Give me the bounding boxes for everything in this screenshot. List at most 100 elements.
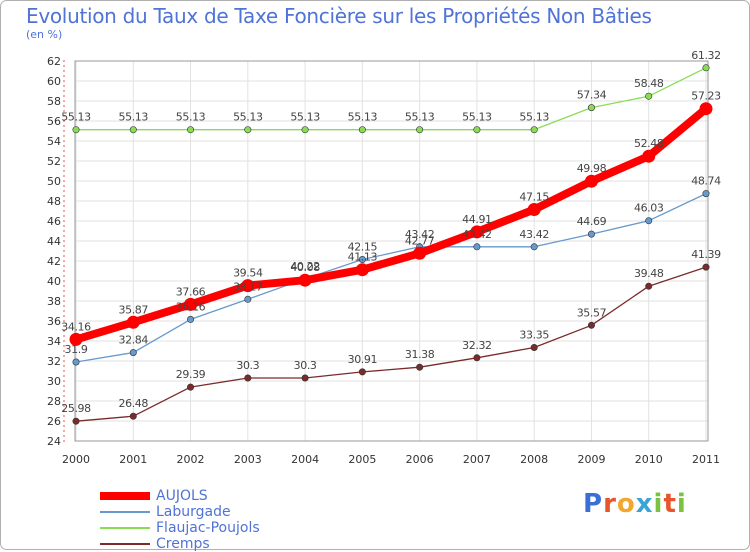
brand-letter: P bbox=[583, 489, 604, 519]
data-label: 31.9 bbox=[65, 343, 88, 356]
data-label: 32.84 bbox=[119, 334, 149, 347]
data-label: 47.15 bbox=[519, 191, 549, 204]
data-label: 48.74 bbox=[691, 175, 721, 188]
series-line bbox=[72, 104, 710, 344]
x-tick-label: 2008 bbox=[520, 453, 548, 466]
x-tick-label: 2000 bbox=[62, 453, 90, 466]
data-label: 43.42 bbox=[405, 228, 435, 241]
data-point bbox=[72, 417, 80, 425]
brand-letter: i bbox=[676, 489, 687, 519]
data-label: 55.13 bbox=[233, 111, 263, 124]
data-label: 34.16 bbox=[61, 320, 91, 333]
data-point bbox=[416, 363, 424, 371]
legend-label: Cremps bbox=[156, 536, 210, 552]
legend-label: AUJOLS bbox=[156, 488, 208, 504]
data-point bbox=[187, 126, 195, 134]
data-point bbox=[129, 349, 137, 357]
data-label: 55.13 bbox=[462, 111, 492, 124]
x-tick-label: 2005 bbox=[348, 453, 376, 466]
x-tick-label: 2010 bbox=[635, 453, 663, 466]
data-label: 55.13 bbox=[519, 111, 549, 124]
data-point bbox=[244, 374, 252, 382]
data-label: 55.13 bbox=[61, 111, 91, 124]
x-tick-label: 2004 bbox=[291, 453, 319, 466]
data-label: 35.57 bbox=[577, 306, 607, 319]
legend-label: Laburgade bbox=[156, 504, 231, 520]
data-label: 58.48 bbox=[634, 77, 664, 90]
y-tick-label: 32 bbox=[47, 355, 61, 368]
data-point bbox=[241, 279, 255, 293]
legend-swatch bbox=[100, 511, 150, 513]
data-label: 57.34 bbox=[577, 89, 607, 102]
y-tick-label: 42 bbox=[47, 255, 61, 268]
data-label: 31.38 bbox=[405, 348, 435, 361]
data-point bbox=[587, 321, 595, 329]
chart-title: Evolution du Taux de Taxe Foncière sur l… bbox=[26, 4, 652, 28]
data-label: 30.91 bbox=[348, 353, 378, 366]
data-label: 32.32 bbox=[462, 339, 492, 352]
x-tick-label: 2006 bbox=[406, 453, 434, 466]
data-label: 42.15 bbox=[348, 241, 378, 254]
y-tick-label: 36 bbox=[47, 315, 61, 328]
legend-item: Flaujac-Poujols bbox=[100, 520, 260, 536]
plot-border bbox=[74, 60, 709, 442]
legend-label: Flaujac-Poujols bbox=[156, 520, 260, 536]
data-point bbox=[129, 126, 137, 134]
y-tick-label: 62 bbox=[47, 55, 61, 68]
data-point bbox=[530, 343, 538, 351]
brand-letter: o bbox=[616, 489, 636, 519]
data-point bbox=[702, 190, 710, 198]
data-point bbox=[69, 332, 83, 346]
data-label: 61.32 bbox=[691, 49, 721, 62]
brand-letter: t bbox=[663, 489, 677, 519]
data-label: 35.87 bbox=[119, 303, 149, 316]
data-label: 42.77 bbox=[405, 234, 435, 247]
data-point bbox=[126, 315, 140, 329]
y-tick-label: 58 bbox=[47, 95, 61, 108]
legend-item: Laburgade bbox=[100, 504, 260, 520]
data-point bbox=[184, 297, 198, 311]
data-label: 30.3 bbox=[236, 359, 259, 372]
data-label: 41.39 bbox=[691, 248, 721, 261]
data-label: 46.03 bbox=[634, 202, 664, 215]
data-point bbox=[702, 64, 710, 72]
y-tick-label: 40 bbox=[47, 275, 61, 288]
y-tick-label: 24 bbox=[47, 435, 61, 448]
data-point bbox=[699, 102, 713, 116]
y-tick-label: 54 bbox=[47, 135, 61, 148]
x-tick-label: 2009 bbox=[577, 453, 605, 466]
data-point bbox=[244, 126, 252, 134]
data-point bbox=[358, 126, 366, 134]
data-point bbox=[358, 255, 366, 263]
y-tick-label: 44 bbox=[47, 235, 61, 248]
data-point bbox=[355, 263, 369, 277]
x-tick-label: 2003 bbox=[234, 453, 262, 466]
data-point bbox=[587, 230, 595, 238]
data-point bbox=[72, 126, 80, 134]
data-label: 55.13 bbox=[119, 111, 149, 124]
brand-letter: x bbox=[635, 489, 654, 519]
data-label: 40.08 bbox=[290, 261, 320, 274]
brand-letter: i bbox=[653, 489, 664, 519]
x-tick-label: 2011 bbox=[692, 453, 720, 466]
y-tick-label: 60 bbox=[47, 75, 61, 88]
series-line bbox=[75, 266, 707, 422]
data-point bbox=[301, 374, 309, 382]
y-tick-label: 28 bbox=[47, 395, 61, 408]
data-label: 33.35 bbox=[519, 329, 549, 342]
x-tick-label: 2002 bbox=[177, 453, 205, 466]
data-point bbox=[473, 126, 481, 134]
y-tick-label: 26 bbox=[47, 415, 61, 428]
data-point bbox=[527, 203, 541, 216]
data-label: 40.22 bbox=[290, 260, 320, 273]
data-label: 29.39 bbox=[176, 368, 206, 381]
data-point bbox=[187, 383, 195, 391]
y-tick-label: 34 bbox=[47, 335, 61, 348]
series-line bbox=[75, 67, 707, 131]
data-point bbox=[129, 412, 137, 420]
data-point bbox=[413, 246, 427, 260]
data-label: 36.16 bbox=[176, 300, 206, 313]
data-point bbox=[530, 126, 538, 134]
data-point bbox=[587, 104, 595, 112]
